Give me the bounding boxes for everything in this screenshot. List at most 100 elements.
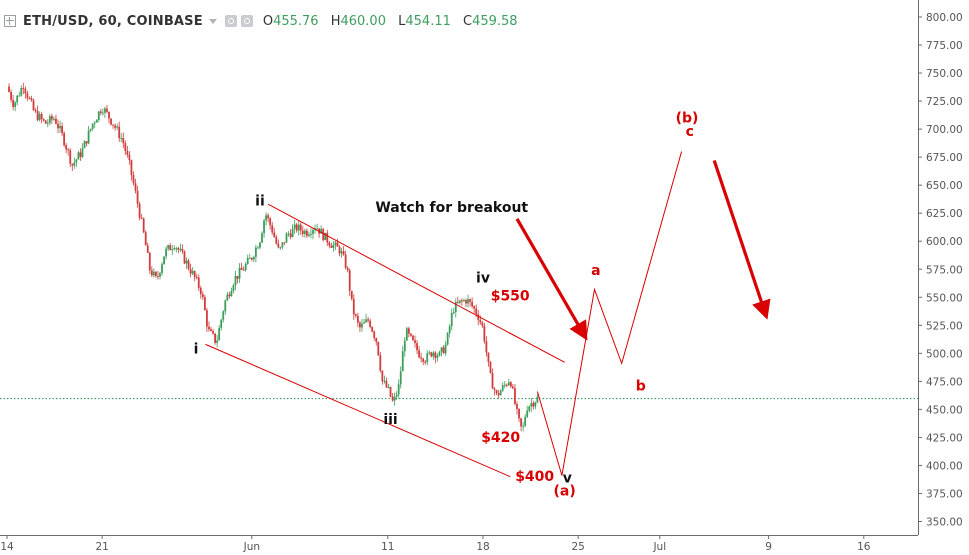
candle-body (271, 225, 274, 233)
candle-body (257, 247, 259, 249)
wave-label: iii (383, 412, 397, 428)
candle-body (73, 162, 76, 166)
candle-body (181, 248, 184, 252)
candle-body (240, 267, 243, 270)
candle-body (326, 232, 329, 243)
candle-body (395, 394, 398, 397)
candle-body (116, 126, 119, 128)
projection-path[interactable] (536, 151, 683, 476)
ohlc-close-key: C (463, 13, 473, 29)
y-tick-label: 750.00 (926, 68, 963, 80)
candle-body (473, 306, 476, 309)
expand-icon[interactable] (4, 15, 16, 27)
candle-body (334, 242, 337, 246)
candle-body (381, 370, 384, 382)
down-arrow[interactable] (712, 159, 771, 320)
candle-body (175, 248, 178, 250)
channel-line[interactable] (205, 343, 511, 478)
candle-body (495, 390, 498, 394)
y-tick-label: 400.00 (926, 460, 963, 472)
price-annotation: $550 (491, 289, 530, 305)
candle-body (477, 314, 480, 320)
settings-icon[interactable] (240, 15, 253, 27)
candle-body (436, 355, 439, 358)
candle-body (465, 300, 467, 304)
channel-line[interactable] (267, 203, 565, 363)
candle-body (242, 269, 245, 271)
candle-body (518, 408, 520, 419)
candle-body (407, 328, 410, 334)
candle-body (53, 118, 55, 120)
candle-body (120, 137, 123, 139)
candle-body (199, 287, 202, 295)
candle-body (446, 332, 449, 345)
price-annotation: $420 (481, 430, 520, 446)
eye-icon[interactable] (224, 15, 237, 27)
candle-body (34, 110, 37, 112)
candle-body (234, 276, 237, 286)
candle-body (328, 242, 331, 246)
candle-body (134, 183, 137, 191)
candle-body (301, 230, 304, 234)
candle-body (275, 237, 278, 244)
candle-body (214, 333, 216, 343)
candle-body (405, 328, 408, 341)
candle-body (75, 159, 78, 163)
candle-body (475, 308, 478, 315)
candle-body (42, 118, 45, 121)
candle-body (346, 267, 349, 271)
candle-body (363, 322, 365, 324)
candle-body (191, 271, 194, 274)
candle-body (330, 245, 333, 248)
candle-body (369, 320, 372, 327)
candle-body (165, 248, 168, 257)
candle-body (305, 230, 308, 236)
breakout-arrow[interactable] (515, 217, 588, 341)
candle-body (340, 251, 343, 254)
y-tick-label: 725.00 (926, 96, 963, 108)
candle-body (491, 372, 494, 389)
candle-body (163, 256, 165, 265)
candle-body (201, 294, 204, 298)
candle-body (524, 416, 527, 426)
candle-body (438, 351, 441, 356)
candle-body (250, 257, 253, 260)
candle-body (501, 385, 504, 391)
candle-body (430, 352, 433, 357)
candle-body (320, 228, 323, 234)
candle-body (379, 355, 382, 371)
candle-body (422, 358, 425, 362)
candle-body (259, 242, 261, 248)
chevron-down-icon[interactable] (208, 18, 217, 24)
candle-body (263, 220, 265, 234)
candle-body (261, 233, 263, 243)
candle-body (36, 110, 39, 121)
candle-body (40, 114, 43, 119)
candle-body (487, 352, 490, 362)
candle-body (252, 256, 255, 260)
candle-body (83, 141, 86, 149)
candle-body (356, 315, 359, 323)
candle-body (20, 87, 23, 96)
candle-body (505, 384, 508, 386)
candle-body (32, 100, 35, 111)
y-tick-label: 625.00 (926, 208, 963, 220)
candle-body (393, 396, 396, 401)
candle-body (336, 242, 339, 247)
price-annotation: $400 (515, 469, 554, 485)
y-tick-label: 425.00 (926, 432, 963, 444)
symbol-title[interactable]: ETH/USD, 60, COINBASE (23, 13, 203, 29)
candle-body (118, 126, 121, 139)
candle-body (236, 276, 239, 279)
candle-body (22, 87, 25, 89)
candle-body (338, 246, 341, 254)
candle-body (361, 323, 363, 328)
candle-body (185, 260, 188, 264)
candle-body (387, 386, 390, 388)
candle-body (499, 390, 502, 396)
candle-body (316, 228, 318, 230)
breakout-note: Watch for breakout (375, 200, 528, 216)
candle-body (410, 333, 412, 336)
candle-body (108, 111, 110, 119)
